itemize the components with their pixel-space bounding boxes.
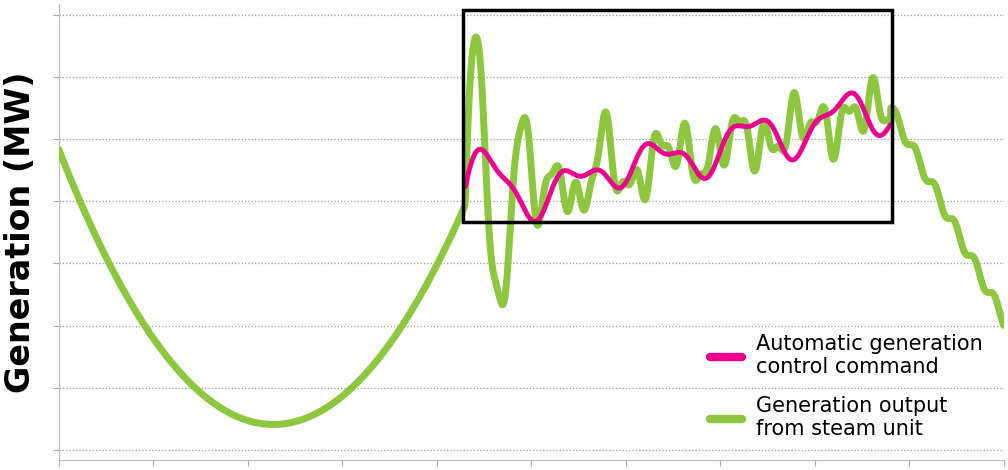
Legend: Automatic generation
control command, Generation output
from steam unit: Automatic generation control command, Ge… bbox=[700, 324, 994, 450]
Bar bbox=[464, 10, 892, 222]
Y-axis label: Generation (MW): Generation (MW) bbox=[4, 71, 37, 393]
